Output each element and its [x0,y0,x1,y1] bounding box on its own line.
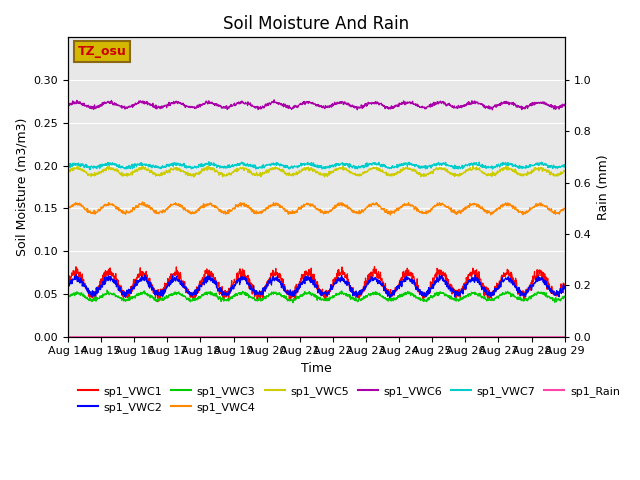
sp1_VWC6 [270,97,278,103]
sp1_VWC2 [103,274,111,280]
sp1_VWC1 [371,264,378,269]
Line: sp1_VWC6: sp1_VWC6 [68,100,564,110]
sp1_VWC7 [295,164,303,169]
sp1_VWC3 [123,298,131,303]
sp1_VWC6 [488,107,496,113]
sp1_VWC4 [347,207,355,213]
sp1_VWC1 [275,272,283,278]
sp1_VWC5 [339,163,347,169]
sp1_VWC7 [123,166,131,171]
Line: sp1_VWC1: sp1_VWC1 [68,266,564,301]
sp1_VWC2 [72,272,80,277]
sp1_VWC6 [64,102,72,108]
Y-axis label: Rain (mm): Rain (mm) [597,154,610,220]
sp1_VWC3 [289,300,297,306]
sp1_VWC7 [86,167,94,172]
sp1_VWC3 [102,292,110,298]
Line: sp1_VWC2: sp1_VWC2 [68,275,564,298]
sp1_VWC7 [348,164,355,169]
sp1_VWC4 [387,212,394,218]
sp1_Rain [347,334,355,340]
Text: TZ_osu: TZ_osu [78,45,127,58]
sp1_VWC1 [154,299,162,304]
sp1_Rain [275,334,283,340]
sp1_VWC3 [561,294,568,300]
sp1_VWC6 [347,104,355,109]
sp1_VWC5 [275,166,283,171]
sp1_VWC1 [285,296,293,302]
sp1_VWC7 [286,166,294,172]
sp1_VWC4 [275,203,283,208]
sp1_VWC2 [285,291,293,297]
sp1_VWC5 [123,171,131,177]
sp1_VWC2 [294,284,302,289]
sp1_VWC6 [275,101,283,107]
sp1_Rain [102,334,110,340]
sp1_VWC3 [295,294,303,300]
sp1_Rain [64,334,72,340]
sp1_VWC6 [561,101,568,107]
Y-axis label: Soil Moisture (m3/m3): Soil Moisture (m3/m3) [15,118,28,256]
Title: Soil Moisture And Rain: Soil Moisture And Rain [223,15,410,33]
sp1_VWC6 [102,100,110,106]
sp1_VWC4 [102,202,110,207]
sp1_VWC5 [561,168,568,174]
sp1_VWC1 [123,294,131,300]
sp1_VWC3 [285,298,293,304]
sp1_VWC3 [64,292,72,298]
Line: sp1_VWC7: sp1_VWC7 [68,162,564,169]
sp1_VWC4 [561,205,568,211]
sp1_VWC1 [64,276,72,282]
sp1_Rain [123,334,131,340]
sp1_VWC3 [275,290,283,296]
sp1_VWC2 [386,295,394,301]
X-axis label: Time: Time [301,362,332,375]
sp1_VWC7 [103,161,111,167]
sp1_VWC5 [348,169,355,175]
Line: sp1_VWC4: sp1_VWC4 [68,202,564,215]
sp1_VWC2 [275,276,283,282]
sp1_VWC1 [294,281,302,287]
sp1_Rain [294,334,302,340]
sp1_VWC4 [285,209,293,215]
sp1_VWC7 [64,162,72,168]
sp1_VWC2 [561,284,568,289]
Line: sp1_VWC5: sp1_VWC5 [68,166,564,177]
sp1_VWC5 [294,170,302,176]
sp1_VWC1 [102,269,110,275]
sp1_VWC3 [103,288,111,293]
sp1_VWC1 [561,281,568,287]
sp1_Rain [285,334,293,340]
sp1_VWC2 [64,283,72,289]
sp1_Rain [561,334,568,340]
sp1_VWC5 [190,174,198,180]
Line: sp1_VWC3: sp1_VWC3 [68,290,564,303]
sp1_VWC5 [64,167,72,173]
Legend: sp1_VWC1, sp1_VWC2, sp1_VWC3, sp1_VWC4, sp1_VWC5, sp1_VWC6, sp1_VWC7, sp1_Rain: sp1_VWC1, sp1_VWC2, sp1_VWC3, sp1_VWC4, … [74,381,625,418]
sp1_VWC4 [139,199,147,205]
sp1_VWC5 [102,167,110,173]
sp1_VWC6 [285,103,293,108]
sp1_VWC1 [347,287,355,292]
sp1_VWC7 [205,159,212,165]
sp1_VWC2 [347,288,355,294]
sp1_VWC5 [285,170,293,176]
sp1_VWC2 [123,287,131,293]
sp1_VWC4 [294,206,302,212]
sp1_VWC4 [123,209,131,215]
sp1_VWC4 [64,204,72,210]
sp1_VWC7 [561,162,568,168]
sp1_VWC6 [123,105,131,110]
sp1_VWC6 [294,103,302,109]
sp1_VWC7 [276,162,284,168]
sp1_VWC3 [348,295,355,301]
